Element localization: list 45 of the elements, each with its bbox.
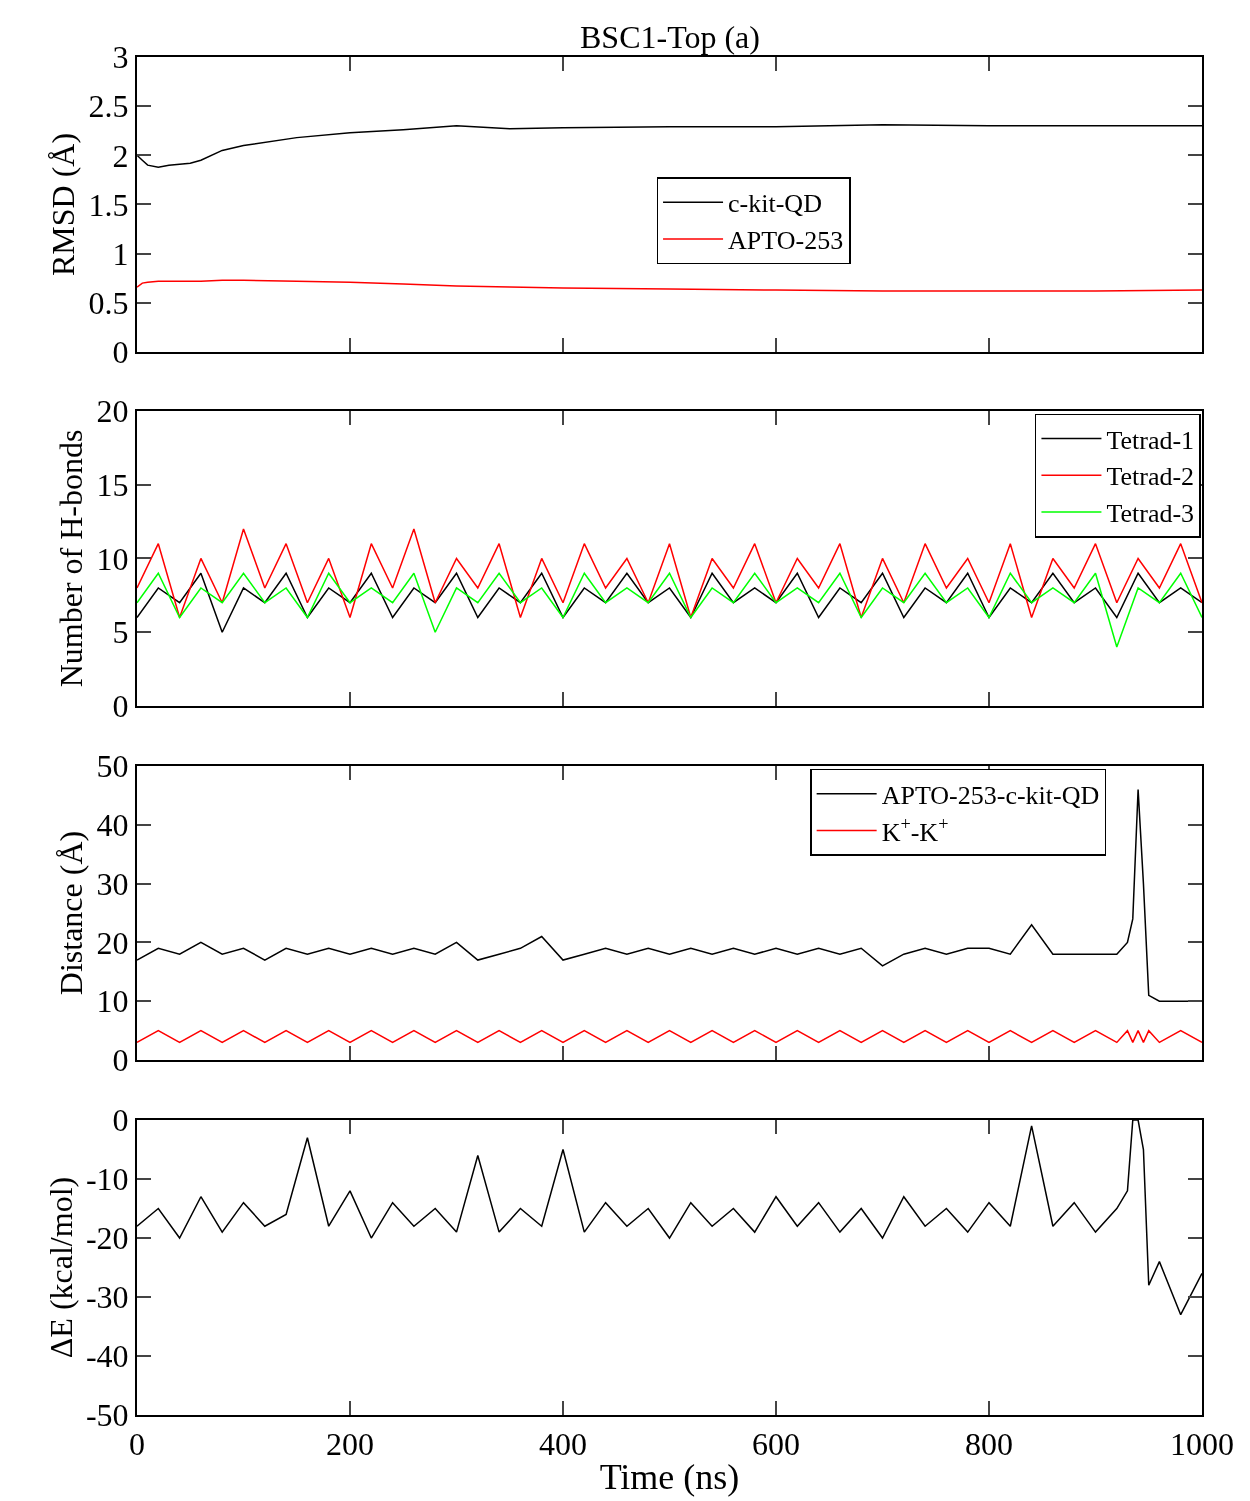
line-series — [137, 279, 1202, 292]
y-tick-label: -20 — [85, 1220, 129, 1257]
y-tick-label: 2 — [112, 137, 129, 174]
y-tick-label: 0 — [112, 1042, 129, 1079]
y-tick-label: 0 — [112, 1102, 129, 1139]
y-tick-label: -50 — [85, 1397, 129, 1434]
y-tick-label: -10 — [85, 1161, 129, 1198]
x-tick-label: 600 — [752, 1426, 800, 1463]
legend-label: c-kit-QD — [728, 189, 822, 219]
y-tick-label: 15 — [96, 466, 129, 503]
x-tick-label: 400 — [539, 1426, 587, 1463]
y-tick-label: 50 — [96, 748, 129, 785]
y-tick-label: 2.5 — [88, 88, 129, 125]
y-tick-label: 20 — [96, 924, 129, 961]
y-tick-label: 20 — [96, 393, 129, 430]
legend-label: Tetrad-2 — [1106, 462, 1195, 492]
y-tick-label: 40 — [96, 807, 129, 844]
y-tick-label: 0 — [112, 688, 129, 725]
y-tick-label: 10 — [96, 540, 129, 577]
x-tick-label: 1000 — [1170, 1426, 1234, 1463]
y-tick-label: 0 — [112, 334, 129, 371]
y-axis-title: ΔE (kcal/mol) — [42, 1176, 79, 1359]
x-axis-title: Time (ns) — [599, 1456, 740, 1497]
x-tick-label: 800 — [965, 1426, 1013, 1463]
y-axis-title: RMSD (Å) — [45, 132, 82, 277]
y-tick-label: 1 — [112, 235, 129, 272]
legend-label: K$^{+}$-K$^{+}$ — [881, 813, 949, 847]
legend-label: Tetrad-1 — [1106, 425, 1195, 455]
y-axis-title: Number of H-bonds — [53, 429, 90, 688]
y-axis-title: Distance (Å) — [53, 830, 90, 996]
legend-label: Tetrad-3 — [1106, 499, 1195, 529]
y-tick-label: 10 — [96, 983, 129, 1020]
y-tick-label: -30 — [85, 1279, 129, 1316]
y-tick-label: 0.5 — [88, 285, 129, 321]
legend-label: APTO-253 — [728, 226, 844, 256]
line-series — [137, 528, 1202, 619]
x-tick-label: 200 — [326, 1426, 374, 1463]
y-tick-label: 1.5 — [88, 186, 129, 223]
y-tick-label: -40 — [85, 1338, 129, 1375]
y-tick-label: 5 — [112, 614, 129, 651]
legend-label: APTO-253-c-kit-QD — [881, 780, 1100, 810]
y-tick-label: 30 — [96, 865, 129, 902]
chart-title: BSC1-Top (a) — [580, 19, 760, 55]
y-tick-label: 3 — [112, 39, 129, 76]
line-series — [137, 572, 1202, 648]
